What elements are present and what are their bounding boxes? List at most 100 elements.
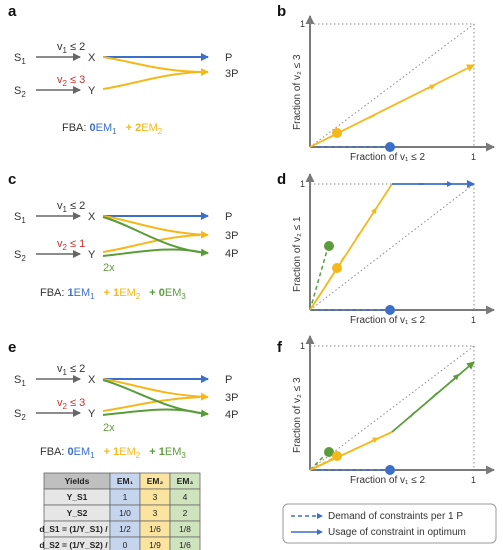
panel-b: b 1 1 Fraction of v₁ ≤ 2 Fraction of v₂ …	[277, 3, 495, 163]
constraint-v2: v2 ≤ 3	[57, 397, 85, 411]
table-header-text: EM₁	[117, 476, 134, 486]
substrate-s1: S1	[14, 374, 26, 388]
panel-letter-b: b	[277, 3, 286, 20]
table-cell-text: 2	[183, 508, 188, 518]
table-cell-text: 3	[153, 508, 158, 518]
y-axis-label: Fraction of v₂ ≤ 3	[292, 377, 303, 453]
em3-path-y	[102, 408, 201, 416]
yield-table: Yields EM₁ EM₂ EM₃ Y_S1 1 3 4 Y_S2 1/0 3 2 d_S1 = (1…	[39, 472, 201, 550]
panel-d: d 1 1 Fraction of v₁ ≤ 2 Fraction of v₂ …	[277, 171, 495, 326]
substrate-s2: S2	[14, 408, 26, 422]
em2-usage-arrowheads	[340, 210, 375, 263]
product-3p: 3P	[225, 68, 238, 80]
y-tick-1: 1	[300, 341, 305, 351]
table-cell-text: 4	[183, 492, 188, 502]
metabolite-y: Y	[88, 85, 96, 97]
em2-usage-arrowheads	[348, 439, 376, 453]
x-axis-label: Fraction of v₁ ≤ 2	[350, 315, 425, 326]
metabolite-x: X	[88, 52, 96, 64]
em3-demand-point	[324, 447, 334, 457]
diagonal-guide	[309, 23, 475, 148]
panel-letter-f: f	[277, 339, 283, 356]
legend: Demand of constraints per 1 P Usage of c…	[282, 503, 497, 544]
y-axis-label: Fraction of v₂ ≤ 3	[292, 54, 303, 130]
panel-a: a S1 S2 v1 ≤ 2 v2 ≤ 3 X Y P 3P FBA: 0EM1…	[8, 3, 238, 137]
x-axis-label: Fraction of v₁ ≤ 2	[350, 475, 425, 486]
em2-usage-arrowheads	[339, 86, 433, 133]
metabolite-y: Y	[88, 249, 96, 261]
x-axis-label: Fraction of v₁ ≤ 2	[350, 152, 425, 163]
diagonal-guide	[309, 345, 475, 471]
em3-demand-point	[324, 241, 334, 251]
em3-usage-arrowheads	[409, 376, 457, 418]
table-cell	[169, 536, 201, 550]
legend-box	[282, 503, 497, 544]
em1-demand-point	[385, 142, 395, 152]
em2-path-x	[102, 378, 209, 401]
substrate-s1: S1	[14, 211, 26, 225]
stoich-2x: 2x	[103, 262, 115, 274]
em2-path-x	[102, 215, 209, 239]
constraint-v2: v2 ≤ 3	[57, 74, 85, 88]
em2-path-y	[102, 234, 201, 253]
em2-usage-line	[309, 183, 393, 311]
constraint-v1: v1 ≤ 2	[57, 363, 85, 377]
table-cell-text: 1/0	[119, 508, 131, 518]
constraint-v1: v1 ≤ 2	[57, 200, 85, 214]
panel-c: c S1 S2 v1 ≤ 2 v2 ≤ 1 X Y P 3P 4P 2x FBA…	[8, 171, 238, 302]
y-axis-label: Fraction of v₂ ≤ 1	[292, 216, 303, 292]
legend-solid-label: Usage of constraint in optimum	[328, 527, 466, 538]
table-cell-text: 1/6	[179, 540, 191, 550]
product-4p: 4P	[225, 248, 238, 260]
panel-letter-c: c	[8, 171, 16, 188]
table-cell-text: 1/6	[149, 524, 161, 534]
em3-path-y	[102, 248, 201, 257]
legend-dashed-label: Demand of constraints per 1 P	[328, 511, 463, 522]
table-cell-text: 1/9	[149, 540, 161, 550]
product-4p: 4P	[225, 409, 238, 421]
stoich-2x: 2x	[103, 422, 115, 434]
em3-demand-line	[309, 246, 329, 311]
table-cell-text: d_S1 = (1/Y_S1) / 2	[39, 524, 115, 534]
y-tick-1: 1	[300, 179, 305, 189]
x-tick-1: 1	[471, 152, 476, 162]
table-cell-text: 1/2	[119, 524, 131, 534]
table-cell-text: Y_S2	[67, 508, 88, 518]
em1-demand-point	[385, 305, 395, 315]
panel-letter-a: a	[8, 3, 17, 20]
panel-letter-d: d	[277, 171, 286, 188]
product-p: P	[225, 374, 232, 386]
table-header-text: EM₃	[177, 476, 194, 486]
constraint-v2: v2 ≤ 1	[57, 238, 85, 252]
table-header-text: EM₂	[147, 476, 164, 486]
y-tick-1: 1	[300, 19, 305, 29]
table-cell-text: 1/8	[179, 524, 191, 534]
fba-result-a: FBA: 0EM1 + 2EM2	[62, 122, 163, 137]
x-tick-1: 1	[471, 475, 476, 485]
panel-e: e S1 S2 v1 ≤ 2 v2 ≤ 3 X Y P 3P 4P 2x FBA…	[8, 339, 238, 461]
table-cell-text: 3	[153, 492, 158, 502]
em2-path-y	[102, 71, 201, 90]
fba-result-e: FBA: 0EM1 + 1EM2 + 1EM3	[40, 446, 186, 461]
product-3p: 3P	[225, 392, 238, 404]
diagonal-guide	[309, 183, 475, 311]
metabolite-x: X	[88, 211, 96, 223]
metabolite-x: X	[88, 374, 96, 386]
product-3p: 3P	[225, 230, 238, 242]
table-cell-text: Y_S1	[67, 492, 88, 502]
em2-path-y	[102, 396, 201, 412]
em2-usage-line	[309, 64, 475, 148]
substrate-s2: S2	[14, 85, 26, 99]
panel-f: f 1 1 Fraction of v₁ ≤ 2 Fraction of v₂ …	[277, 335, 495, 486]
fba-result-c: FBA: 1EM1 + 1EM2 + 0EM3	[40, 287, 186, 302]
constraint-v1: v1 ≤ 2	[57, 41, 85, 55]
substrate-s2: S2	[14, 249, 26, 263]
panel-letter-e: e	[8, 339, 16, 356]
table-cell-text: 0	[123, 540, 128, 550]
table-cell-text: d_S2 = (1/Y_S2) / 3	[39, 540, 115, 550]
em2-path-x	[102, 56, 209, 76]
table-cell-text: 1	[123, 492, 128, 502]
table-header-text: Yields	[65, 476, 90, 486]
em1-demand-point	[385, 465, 395, 475]
